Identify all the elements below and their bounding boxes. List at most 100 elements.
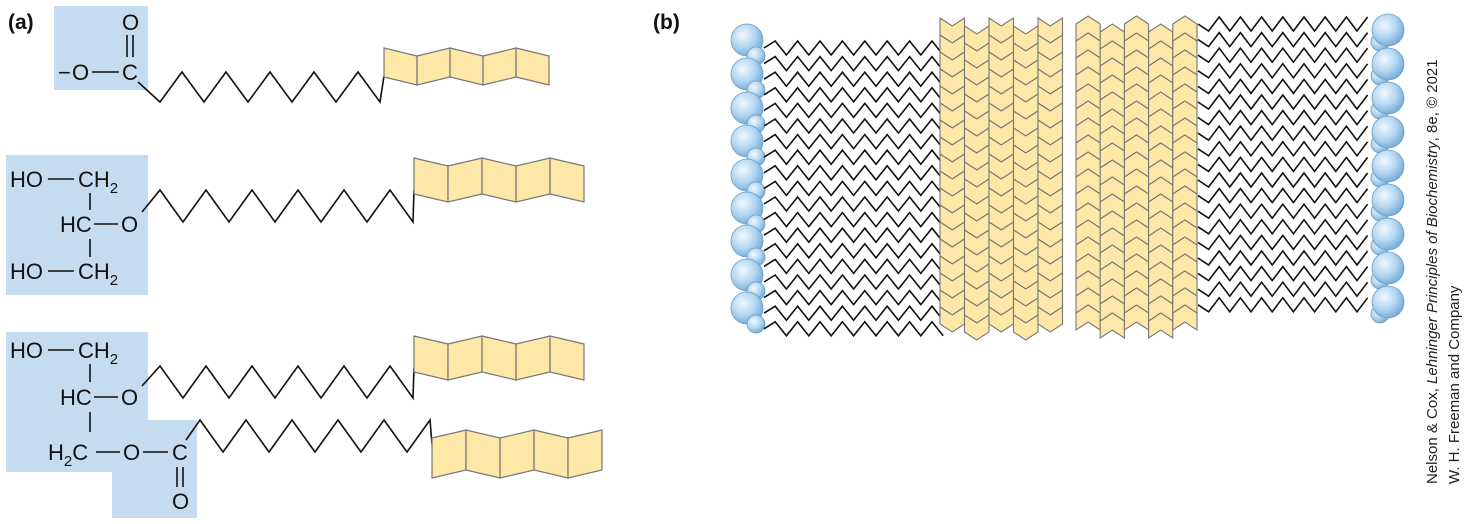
fluoro-segment-unit — [515, 157, 551, 203]
fluoro-chevron — [1037, 305, 1064, 333]
hydrocarbon-chain — [141, 188, 415, 225]
zigzag-chain — [1197, 62, 1369, 80]
left-headgroup-spheres — [730, 23, 766, 334]
headgroup-sphere — [1371, 47, 1405, 81]
fluoro-segment-unit — [465, 429, 501, 479]
fluoro-segment-unit — [416, 47, 451, 86]
zigzag-chain — [763, 320, 944, 338]
zigzag-chain — [763, 273, 944, 291]
ch2-top: CH2 — [78, 167, 118, 197]
zigzag-chain — [1197, 46, 1369, 64]
fluorocarbon-segment — [383, 47, 550, 86]
fluoro-segment-unit — [481, 335, 517, 381]
headgroup-box — [6, 332, 197, 518]
fluoro-chevron — [1172, 304, 1198, 332]
fluorocarbon-segment — [431, 429, 603, 479]
zigzag-chain — [763, 195, 944, 213]
zigzag-chain — [1197, 296, 1369, 314]
hydroxyl-top: HO — [10, 338, 43, 363]
fluoro-segment-unit — [447, 335, 483, 381]
zigzag-chain — [1197, 31, 1369, 48]
zigzag-chain — [141, 188, 415, 225]
hydrocarbon-chain — [137, 70, 385, 105]
zigzag-chain — [763, 102, 944, 119]
right-hydrocarbon-chains — [1197, 15, 1369, 314]
headgroup-box — [6, 155, 148, 295]
fluoro-chevron — [1148, 312, 1174, 340]
fluoro-segment-unit — [449, 47, 484, 86]
left-fluorocarbon-block — [939, 16, 1064, 341]
headgroup-sphere — [1371, 285, 1405, 319]
carbonyl-oxygen: O — [122, 10, 139, 35]
headgroup-sphere — [746, 314, 766, 334]
carboxyl-carbon: C — [122, 60, 138, 85]
ch2-bottom: CH2 — [78, 259, 118, 289]
ester-carbon: C — [172, 440, 188, 465]
carbonyl-oxygen: O — [172, 489, 189, 514]
right-fluorocarbon-block — [1075, 15, 1198, 340]
zigzag-chain — [137, 70, 385, 105]
fluoro-segment-unit — [482, 47, 517, 86]
fluoro-chevron — [1012, 313, 1039, 341]
zigzag-chain — [763, 226, 944, 244]
zigzag-chain — [1197, 124, 1369, 142]
fluoro-segment-unit — [383, 47, 418, 86]
fluoro-segment-unit — [515, 335, 551, 381]
zigzag-chain — [1197, 78, 1369, 95]
minus-sign: − — [58, 60, 71, 85]
panel-b-label: (b) — [653, 11, 680, 34]
zigzag-chain — [1197, 280, 1369, 298]
molecule-fatty-acid: − O C O — [54, 6, 550, 105]
zigzag-chain — [141, 364, 415, 401]
zigzag-chain — [1197, 218, 1369, 236]
zigzag-chain — [763, 242, 944, 260]
headgroup-sphere — [1371, 183, 1405, 217]
hydrocarbon-chain — [141, 364, 415, 401]
zigzag-chain — [763, 211, 944, 228]
ether-oxygen: O — [121, 385, 138, 410]
zigzag-chain — [1197, 187, 1369, 204]
zigzag-chain — [1197, 202, 1369, 220]
hc-carbon: HC — [60, 385, 92, 410]
zigzag-chain — [1197, 171, 1369, 189]
zigzag-chain — [763, 289, 944, 306]
zigzag-chain — [1197, 234, 1369, 251]
zigzag-chain — [763, 148, 944, 166]
hc-carbon: HC — [60, 212, 92, 237]
fluoro-segment-unit — [481, 157, 517, 203]
zigzag-chain — [1197, 15, 1369, 33]
left-hydrocarbon-chains — [763, 39, 944, 338]
headgroup-sphere — [1371, 149, 1405, 183]
credit-line-1: Nelson & Cox, Lehninger Principles of Bi… — [1424, 59, 1441, 484]
h2c-carbon: H2C — [48, 440, 88, 470]
right-headgroup-spheres — [1370, 13, 1405, 324]
headgroup-sphere — [1371, 251, 1405, 285]
zigzag-chain — [1197, 265, 1369, 282]
hydrocarbon-chain — [185, 417, 433, 454]
fluoro-segment-unit — [431, 429, 467, 479]
fluorocarbon-segment — [413, 335, 585, 381]
headgroup-sphere — [1371, 13, 1405, 47]
molecule-alkyl-acyl-glycerol: HO CH2 HC O H2C O C O — [6, 332, 603, 518]
bilayer-assembly — [730, 13, 1405, 341]
carboxylate-oxygen: O — [72, 60, 89, 85]
zigzag-chain — [763, 133, 944, 150]
molecule-alkyl-glycerol: HO CH2 HC O HO CH2 — [6, 155, 585, 295]
zigzag-chain — [763, 39, 944, 57]
zigzag-chain — [763, 180, 944, 197]
fluoro-chevron — [963, 313, 990, 341]
zigzag-chain — [763, 258, 944, 275]
zigzag-chain — [763, 164, 944, 182]
credit-line-2: W. H. Freeman and Company — [1446, 285, 1463, 484]
zigzag-chain — [763, 304, 944, 322]
fluoro-segment-unit — [533, 429, 569, 479]
headgroup-sphere — [1371, 217, 1405, 251]
ch2-top: CH2 — [78, 338, 118, 368]
fluoro-segment-unit — [413, 335, 449, 381]
fluoro-segment-unit — [515, 47, 550, 86]
panel-a-label: (a) — [8, 11, 34, 34]
zigzag-chain — [185, 417, 433, 454]
zigzag-chain — [1197, 109, 1369, 126]
svg-text:Nelson & Cox, Lehninger Princi: Nelson & Cox, Lehninger Principles of Bi… — [1424, 59, 1441, 484]
